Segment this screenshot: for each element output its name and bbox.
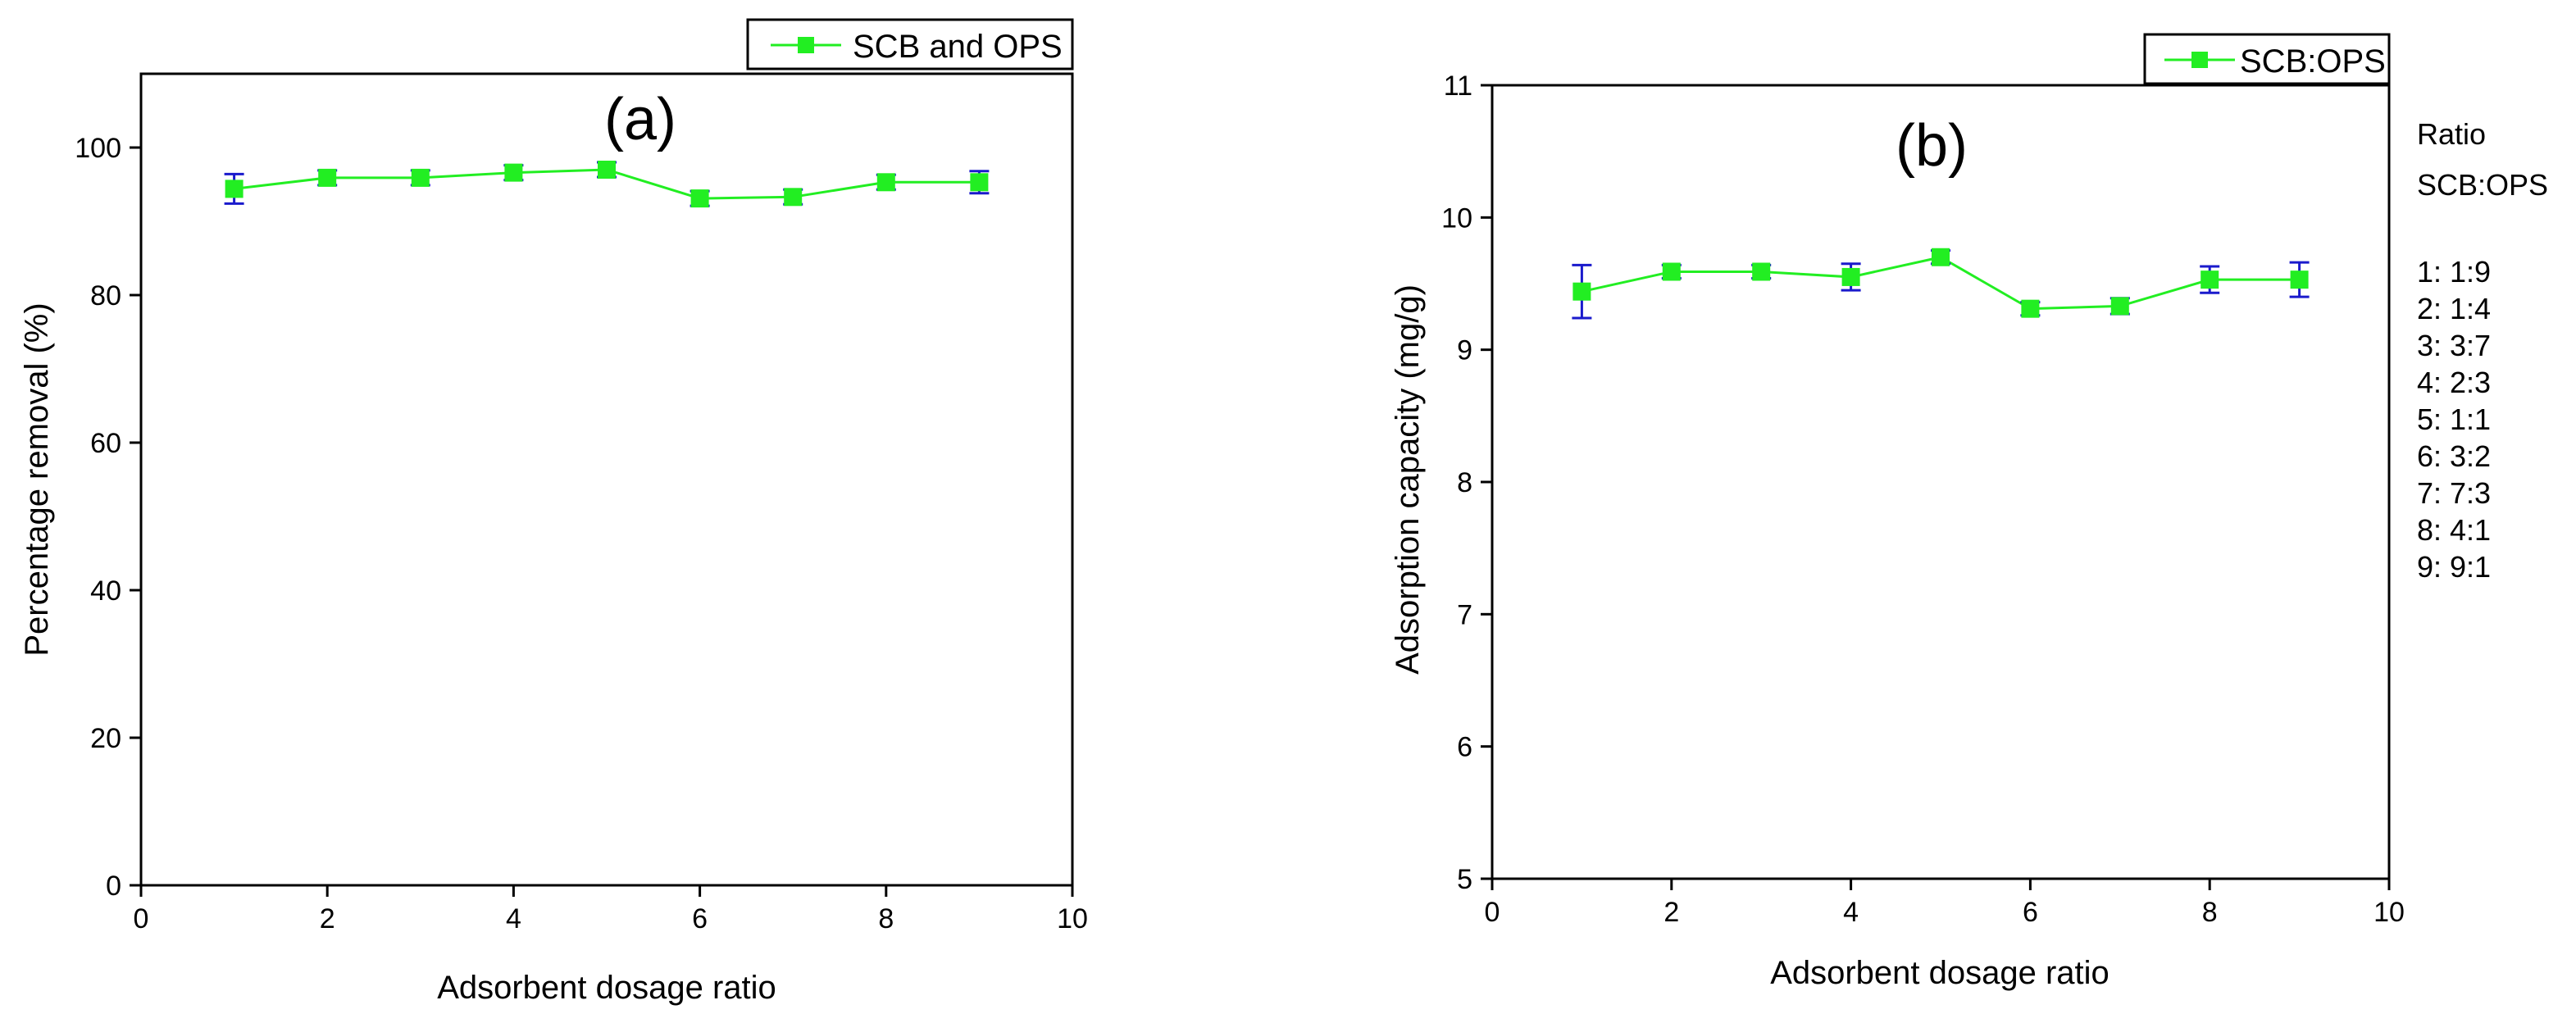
panel-a-x-axis-title: Adsorbent dosage ratio bbox=[437, 970, 776, 1006]
ratio-title-line-1: Ratio bbox=[2417, 117, 2486, 151]
panel-a-data-point bbox=[411, 168, 430, 187]
panel-b-x-tick-label: 2 bbox=[1663, 897, 1679, 928]
panel-a-data-point bbox=[784, 188, 803, 207]
panel-a-y-axis-title: Percentage removal (%) bbox=[19, 302, 55, 656]
ratio-item: 4: 2:3 bbox=[2417, 366, 2491, 399]
panel-a-data-point bbox=[876, 173, 895, 192]
panel-b-x-tick-label: 8 bbox=[2202, 897, 2218, 928]
panel-b-y-axis-title: Adsorption capacity (mg/g) bbox=[1390, 284, 1426, 675]
panel-a-y-tick-label: 40 bbox=[90, 575, 121, 607]
panel-b-x-tick-label: 4 bbox=[1843, 897, 1859, 928]
panel-a-legend-marker bbox=[798, 37, 814, 53]
panel-a-plot-frame bbox=[139, 72, 1074, 887]
panel-b-y-tick-label: 5 bbox=[1457, 864, 1472, 895]
ratio-item: 5: 1:1 bbox=[2417, 402, 2491, 436]
ratio-item: 8: 4:1 bbox=[2417, 513, 2491, 547]
ratio-title-line-2: SCB:OPS bbox=[2417, 168, 2548, 202]
panel-b-data-point bbox=[1752, 262, 1771, 281]
panel-b-plot-frame bbox=[1491, 84, 2391, 880]
panel-b-legend: SCB:OPS bbox=[2143, 33, 2391, 85]
ratio-item: 6: 3:2 bbox=[2417, 439, 2491, 473]
panel-a-data-point bbox=[598, 161, 616, 179]
panel-a-x-tick-label: 0 bbox=[134, 903, 149, 934]
panel-b-marks bbox=[1572, 248, 2310, 320]
panel-a-y-tick-label: 20 bbox=[90, 723, 121, 754]
panel-a-y-tick-label: 0 bbox=[106, 871, 121, 902]
panel-a-x-tick-label: 4 bbox=[506, 903, 521, 934]
ratio-list: 1: 1:92: 1:4 3: 3:7 4: 2:35: 1:16: 3:27: 7… bbox=[2417, 255, 2491, 584]
ratio-item: 3: 3:7 bbox=[2417, 329, 2491, 362]
panel-a-label: (a) bbox=[604, 87, 676, 152]
panel-a-y-tick-label: 60 bbox=[90, 428, 121, 459]
panel-a-x-tick-label: 8 bbox=[878, 903, 894, 934]
panel-b-data-point bbox=[2290, 271, 2309, 289]
chart-panel-b: 0 2 4 6 8 10 5 6 7 8 9 10 11 (b) Adsorbent dosage ra… bbox=[1390, 33, 2548, 991]
panel-b-data-point bbox=[2110, 297, 2129, 316]
panel-b-axes: 0 2 4 6 8 10 5 6 7 8 9 10 11 bbox=[1441, 70, 2405, 928]
panel-b-y-tick-label: 11 bbox=[1444, 70, 1472, 102]
panel-b-legend-marker bbox=[2191, 52, 2208, 68]
panel-a-x-tick-label: 10 bbox=[1057, 903, 1088, 934]
panel-a-data-point bbox=[318, 168, 337, 187]
panel-b-label: (b) bbox=[1896, 113, 1968, 179]
panel-b-data-point bbox=[1841, 267, 1860, 286]
panel-a-data-point bbox=[225, 180, 243, 198]
ratio-item: 7: 7:3 bbox=[2417, 476, 2491, 510]
panel-b-y-tick-label: 6 bbox=[1457, 732, 1472, 763]
panel-a-data-point bbox=[970, 173, 989, 192]
panel-b-data-point bbox=[1932, 248, 1950, 266]
panel-b-x-tick-label: 6 bbox=[2023, 897, 2038, 928]
panel-b-x-tick-label: 10 bbox=[2373, 897, 2405, 928]
panel-a-marks bbox=[224, 161, 990, 208]
ratio-item: 9: 9:1 bbox=[2417, 550, 2491, 584]
panel-b-y-tick-label: 9 bbox=[1457, 335, 1472, 366]
panel-b-x-axis-title: Adsorbent dosage ratio bbox=[1770, 955, 2109, 991]
panel-b-data-point bbox=[1662, 262, 1681, 281]
panel-b-y-tick-label: 8 bbox=[1457, 467, 1472, 498]
ratio-item: 1: 1:9 bbox=[2417, 255, 2491, 289]
panel-b-data-point bbox=[2021, 299, 2040, 318]
panel-b-y-tick-label: 7 bbox=[1457, 599, 1472, 630]
panel-a-data-point bbox=[690, 189, 709, 208]
ratio-annotation: Ratio SCB:OPS 1: 1:92: 1:4 3: 3:7 4: 2:35:… bbox=[2417, 117, 2548, 584]
panel-b-y-tick-label: 10 bbox=[1441, 202, 1472, 234]
panel-a-data-point bbox=[504, 163, 523, 182]
panel-a-legend: SCB and OPS bbox=[746, 18, 1074, 70]
panel-b-legend-label: SCB:OPS bbox=[2240, 43, 2386, 80]
panel-a-y-tick-label: 80 bbox=[90, 280, 121, 311]
panel-b-data-point bbox=[2201, 271, 2219, 289]
panel-a-x-tick-label: 6 bbox=[692, 903, 708, 934]
panel-a-legend-label: SCB and OPS bbox=[853, 29, 1063, 65]
panel-a-x-tick-label: 2 bbox=[320, 903, 335, 934]
panel-b-x-tick-label: 0 bbox=[1485, 897, 1500, 928]
ratio-item: 2: 1:4 bbox=[2417, 292, 2491, 325]
panel-b-data-point bbox=[1572, 282, 1591, 301]
panel-a-y-tick-label: 100 bbox=[75, 133, 121, 164]
